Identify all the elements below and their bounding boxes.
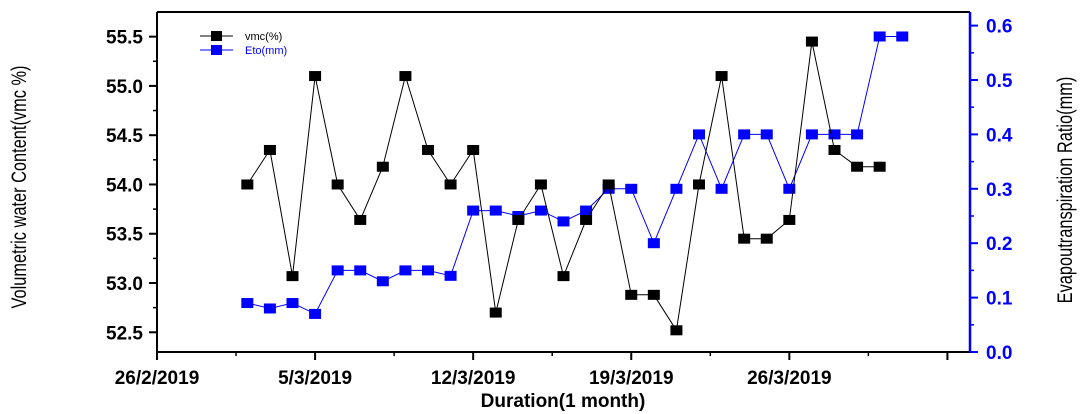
left-tick-label: 52.5 bbox=[106, 323, 143, 344]
data-point-vmc bbox=[670, 325, 683, 336]
data-point-vmc bbox=[467, 144, 480, 155]
data-point-etomm bbox=[444, 270, 457, 281]
data-point-vmc bbox=[512, 214, 525, 225]
data-point-vmc bbox=[444, 179, 457, 190]
data-point-etomm bbox=[580, 205, 593, 216]
data-point-etomm bbox=[693, 129, 705, 140]
data-point-vmc bbox=[647, 289, 660, 300]
data-point-vmc bbox=[873, 161, 886, 172]
data-point-vmc bbox=[557, 271, 570, 282]
right-tick-label: 0.2 bbox=[986, 234, 1012, 255]
left-tick-label: 55.0 bbox=[106, 77, 143, 98]
legend-label-eto: Eto(mm) bbox=[245, 45, 287, 57]
data-point-etomm bbox=[828, 129, 841, 140]
x-axis-title: Duration(1 month) bbox=[481, 391, 646, 412]
x-axis-ticks: 26/2/2019 5/3/2019 12/3/2019 19/3/2019 26/3/… bbox=[115, 352, 949, 389]
data-point-etomm bbox=[738, 129, 751, 140]
left-tick-label: 53.0 bbox=[106, 274, 143, 295]
data-point-vmc bbox=[399, 71, 412, 82]
left-tick-label: 54.5 bbox=[106, 126, 143, 147]
data-point-vmc bbox=[354, 214, 367, 225]
right-y-axis-ticks: 0.0 0.1 0.2 0.3 0.4 0.5 0.6 bbox=[970, 17, 1013, 364]
data-point-vmc bbox=[376, 161, 389, 172]
data-point-vmc bbox=[602, 179, 615, 190]
data-point-etomm bbox=[422, 265, 434, 276]
data-point-vmc bbox=[534, 179, 547, 190]
data-point-vmc bbox=[241, 179, 254, 190]
data-point-etomm bbox=[625, 183, 638, 194]
legend-marker-vmc bbox=[211, 31, 222, 41]
data-point-etomm bbox=[873, 31, 886, 42]
x-tick-label: 5/3/2019 bbox=[278, 368, 352, 389]
left-y-axis-title: Volumetric water Content(vmc %) bbox=[7, 66, 30, 309]
data-point-etomm bbox=[557, 216, 570, 227]
right-tick-label: 0.3 bbox=[986, 180, 1012, 201]
data-point-vmc bbox=[331, 179, 344, 190]
right-tick-label: 0.0 bbox=[986, 343, 1012, 364]
data-point-etomm bbox=[760, 129, 773, 140]
data-point-etomm bbox=[376, 276, 389, 287]
data-point-etomm bbox=[851, 129, 864, 140]
data-point-vmc bbox=[805, 36, 818, 47]
data-point-etomm bbox=[647, 238, 660, 249]
data-point-etomm bbox=[715, 183, 728, 194]
left-tick-label: 53.5 bbox=[106, 225, 143, 246]
data-point-vmc bbox=[760, 233, 773, 244]
legend-marker-eto bbox=[211, 45, 222, 55]
data-point-vmc bbox=[851, 161, 864, 172]
right-tick-label: 0.1 bbox=[986, 289, 1013, 310]
data-point-vmc bbox=[783, 214, 796, 225]
data-point-vmc bbox=[828, 144, 841, 155]
right-tick-label: 0.4 bbox=[986, 125, 1013, 146]
data-point-etomm bbox=[489, 205, 502, 216]
data-point-etomm bbox=[354, 265, 367, 276]
data-point-etomm bbox=[331, 265, 344, 276]
left-tick-label: 54.0 bbox=[106, 175, 143, 196]
data-point-etomm bbox=[783, 183, 796, 194]
right-y-axis-title: Evapoutranspiration Ratio(mm) bbox=[1053, 77, 1076, 304]
data-point-etomm bbox=[896, 31, 909, 42]
left-tick-label: 55.5 bbox=[106, 28, 143, 49]
legend-label-vmc: vmc(%) bbox=[245, 31, 282, 43]
series-line-etomm bbox=[247, 36, 903, 315]
data-point-vmc bbox=[309, 71, 322, 82]
data-point-vmc bbox=[489, 307, 502, 318]
data-point-vmc bbox=[263, 144, 276, 155]
right-tick-label: 0.5 bbox=[986, 71, 1013, 92]
x-tick-label: 19/3/2019 bbox=[589, 368, 674, 389]
data-point-etomm bbox=[309, 308, 322, 319]
data-point-etomm bbox=[399, 265, 412, 276]
x-tick-label: 26/3/2019 bbox=[747, 368, 832, 389]
data-point-vmc bbox=[580, 214, 593, 225]
data-point-etomm bbox=[467, 205, 480, 216]
legend: vmc(%) Eto(mm) bbox=[200, 31, 287, 57]
data-point-etomm bbox=[534, 205, 547, 216]
series-vmc bbox=[241, 36, 886, 336]
data-point-vmc bbox=[625, 289, 638, 300]
data-point-etomm bbox=[670, 183, 683, 194]
data-point-etomm bbox=[286, 298, 299, 309]
data-point-etomm bbox=[241, 298, 254, 309]
data-point-vmc bbox=[738, 233, 751, 244]
data-point-vmc bbox=[693, 179, 705, 190]
right-tick-label: 0.6 bbox=[986, 17, 1012, 38]
x-tick-label: 12/3/2019 bbox=[431, 368, 516, 389]
data-point-vmc bbox=[422, 144, 434, 155]
data-point-etomm bbox=[263, 303, 276, 314]
data-point-etomm bbox=[805, 129, 818, 140]
x-tick-label: 26/2/2019 bbox=[115, 368, 200, 389]
left-y-axis-ticks: 52.5 53.0 53.5 54.0 54.5 55.0 55.5 bbox=[106, 28, 157, 344]
data-point-vmc bbox=[286, 271, 299, 282]
data-point-vmc bbox=[715, 71, 728, 82]
